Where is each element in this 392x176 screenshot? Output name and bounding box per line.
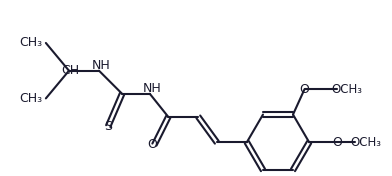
Text: S: S <box>104 120 112 133</box>
Text: NH: NH <box>92 59 111 72</box>
Text: NH: NH <box>143 82 162 95</box>
Text: CH₃: CH₃ <box>19 92 42 105</box>
Text: O: O <box>147 138 157 151</box>
Text: CH₃: CH₃ <box>19 36 42 49</box>
Text: O: O <box>332 136 342 149</box>
Text: CH: CH <box>61 64 79 77</box>
Text: OCH₃: OCH₃ <box>332 83 363 96</box>
Text: OCH₃: OCH₃ <box>350 136 381 149</box>
Text: O: O <box>299 83 310 96</box>
